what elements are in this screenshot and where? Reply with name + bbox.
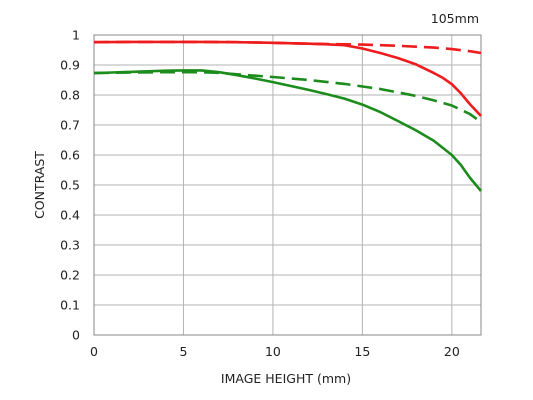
y-tick-label: 0.4 xyxy=(60,208,80,223)
x-axis-title: IMAGE HEIGHT (mm) xyxy=(221,371,351,386)
focal-length-note: 105mm xyxy=(431,11,479,26)
y-tick-label: 0.2 xyxy=(60,268,80,283)
x-tick-label: 0 xyxy=(90,344,98,359)
y-tick-label: 0.1 xyxy=(60,298,80,313)
series-line-solid xyxy=(93,40,482,117)
plot-frame xyxy=(93,34,482,336)
series-lines xyxy=(93,40,482,192)
y-tick-label: 0.9 xyxy=(60,58,80,73)
series-line-dashed xyxy=(93,70,482,124)
x-tick-label: 5 xyxy=(179,344,187,359)
y-tick-label: 1 xyxy=(72,28,80,43)
series-line-dashed xyxy=(93,40,482,55)
y-tick-label: 0.7 xyxy=(60,118,80,133)
y-tick-label: 0.5 xyxy=(60,178,80,193)
y-tick-label: 0.3 xyxy=(60,238,80,253)
y-tick-label: 0.8 xyxy=(60,88,80,103)
x-tick-label: 15 xyxy=(354,344,370,359)
y-axis-title: CONTRAST xyxy=(32,151,47,219)
tick-labels: 00.10.20.30.40.50.60.70.80.910 5 10 15 20 xyxy=(60,28,460,360)
x-tick-label: 20 xyxy=(444,344,460,359)
y-tick-label: 0 xyxy=(72,328,80,343)
grid xyxy=(93,34,482,336)
x-tick-label: 10 xyxy=(265,344,281,359)
series-line-solid xyxy=(93,69,482,192)
y-tick-label: 0.6 xyxy=(60,148,80,163)
